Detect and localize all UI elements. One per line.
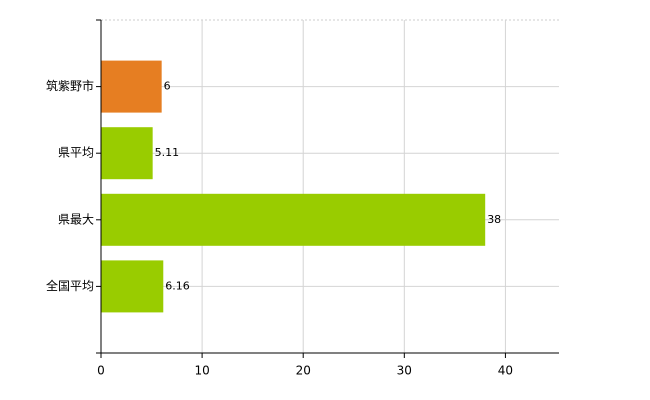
bar bbox=[101, 260, 164, 313]
x-tick-label: 10 bbox=[194, 364, 209, 378]
bar bbox=[101, 127, 153, 180]
y-tick-label: 全国平均 bbox=[46, 278, 94, 293]
y-tick-label: 筑紫野市 bbox=[46, 78, 94, 93]
value-label: 6 bbox=[164, 80, 171, 93]
x-tick-label: 20 bbox=[296, 364, 311, 378]
x-tick-label: 30 bbox=[397, 364, 412, 378]
x-tick-label: 40 bbox=[498, 364, 513, 378]
value-label: 6.16 bbox=[165, 279, 190, 292]
bar bbox=[101, 60, 162, 113]
value-label: 38 bbox=[487, 213, 501, 226]
y-tick-label: 県最大 bbox=[58, 212, 94, 226]
bar bbox=[101, 193, 486, 246]
value-label: 5.11 bbox=[155, 146, 180, 159]
y-tick-label: 県平均 bbox=[58, 146, 94, 160]
x-tick-label: 0 bbox=[97, 364, 105, 378]
